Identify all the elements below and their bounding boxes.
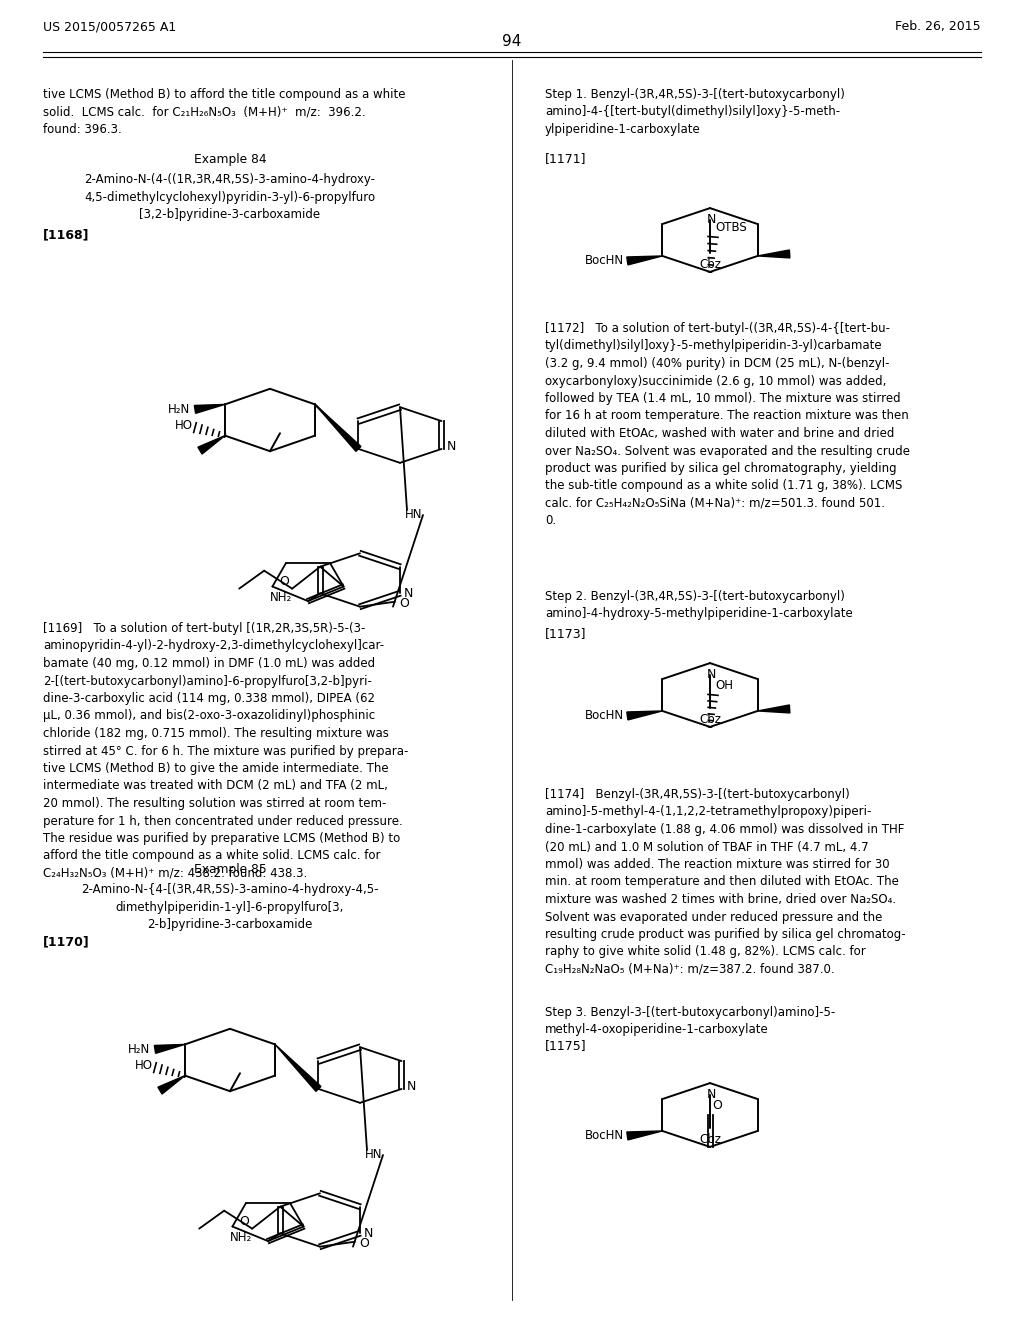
Text: [1170]: [1170] [43,935,90,948]
Text: [1173]: [1173] [545,627,587,640]
Text: US 2015/0057265 A1: US 2015/0057265 A1 [43,20,176,33]
Text: BocHN: BocHN [586,255,625,268]
Text: Example 84: Example 84 [194,153,266,166]
Text: N: N [707,668,716,681]
Text: 2-Amino-N-(4-((1R,3R,4R,5S)-3-amino-4-hydroxy-
4,5-dimethylcyclohexyl)pyridin-3-: 2-Amino-N-(4-((1R,3R,4R,5S)-3-amino-4-hy… [84,173,376,220]
Text: OTBS: OTBS [715,220,746,234]
Text: NH₂: NH₂ [270,591,292,605]
Text: N: N [707,1088,716,1101]
Text: N: N [403,587,414,599]
Text: BocHN: BocHN [586,709,625,722]
Text: O: O [399,597,409,610]
Text: O: O [280,576,289,587]
Text: HO: HO [175,420,193,432]
Text: N: N [407,1080,416,1093]
Text: Step 3. Benzyl-3-[(tert-butoxycarbonyl)amino]-5-
methyl-4-oxopiperidine-1-carbox: Step 3. Benzyl-3-[(tert-butoxycarbonyl)a… [545,1006,836,1036]
Text: H₂N: H₂N [128,1043,150,1056]
Text: O: O [359,1237,369,1250]
Text: Step 2. Benzyl-(3R,4R,5S)-3-[(tert-butoxycarbonyl)
amino]-4-hydroxy-5-methylpipe: Step 2. Benzyl-(3R,4R,5S)-3-[(tert-butox… [545,590,853,620]
Text: N: N [446,441,456,454]
Text: Example 85: Example 85 [194,863,266,876]
Text: O: O [239,1214,249,1228]
Polygon shape [195,404,225,413]
Text: tive LCMS (Method B) to afford the title compound as a white
solid.  LCMS calc. : tive LCMS (Method B) to afford the title… [43,88,406,136]
Text: Step 1. Benzyl-(3R,4R,5S)-3-[(tert-butoxycarbonyl)
amino]-4-{[tert-butyl(dimethy: Step 1. Benzyl-(3R,4R,5S)-3-[(tert-butox… [545,88,845,136]
Text: Feb. 26, 2015: Feb. 26, 2015 [895,20,981,33]
Text: N: N [707,213,716,226]
Polygon shape [275,1044,321,1092]
Polygon shape [758,705,790,713]
Text: HO: HO [135,1059,153,1072]
Polygon shape [758,249,790,257]
Text: NH₂: NH₂ [230,1232,252,1243]
Polygon shape [627,256,663,265]
Text: Cbz: Cbz [699,713,721,726]
Text: OH: OH [715,678,733,692]
Polygon shape [627,711,663,719]
Text: 94: 94 [503,34,521,49]
Text: Cbz: Cbz [699,1133,721,1146]
Text: Cbz: Cbz [699,259,721,271]
Polygon shape [315,404,360,451]
Polygon shape [198,436,225,454]
Text: [1174]   Benzyl-(3R,4R,5S)-3-[(tert-butoxycarbonyl)
amino]-5-methyl-4-(1,1,2,2-t: [1174] Benzyl-(3R,4R,5S)-3-[(tert-butoxy… [545,788,905,975]
Text: [1171]: [1171] [545,152,587,165]
Text: [1175]: [1175] [545,1039,587,1052]
Polygon shape [158,1076,185,1094]
Text: [1169]   To a solution of tert-butyl [(1R,2R,3S,5R)-5-(3-
aminopyridin-4-yl)-2-h: [1169] To a solution of tert-butyl [(1R,… [43,622,409,880]
Text: O: O [712,1098,722,1111]
Text: BocHN: BocHN [586,1130,625,1142]
Text: 2-Amino-N-{4-[(3R,4R,5S)-3-amino-4-hydroxy-4,5-
dimethylpiperidin-1-yl]-6-propyl: 2-Amino-N-{4-[(3R,4R,5S)-3-amino-4-hydro… [81,883,379,931]
Polygon shape [627,1131,663,1140]
Text: [1168]: [1168] [43,228,89,242]
Text: HN: HN [365,1148,383,1162]
Text: N: N [364,1226,373,1239]
Text: H₂N: H₂N [168,403,190,416]
Polygon shape [155,1044,185,1053]
Text: HN: HN [406,508,423,521]
Text: [1172]   To a solution of tert-butyl-((3R,4R,5S)-4-{[tert-bu-
tyl(dimethyl)silyl: [1172] To a solution of tert-butyl-((3R,… [545,322,910,528]
